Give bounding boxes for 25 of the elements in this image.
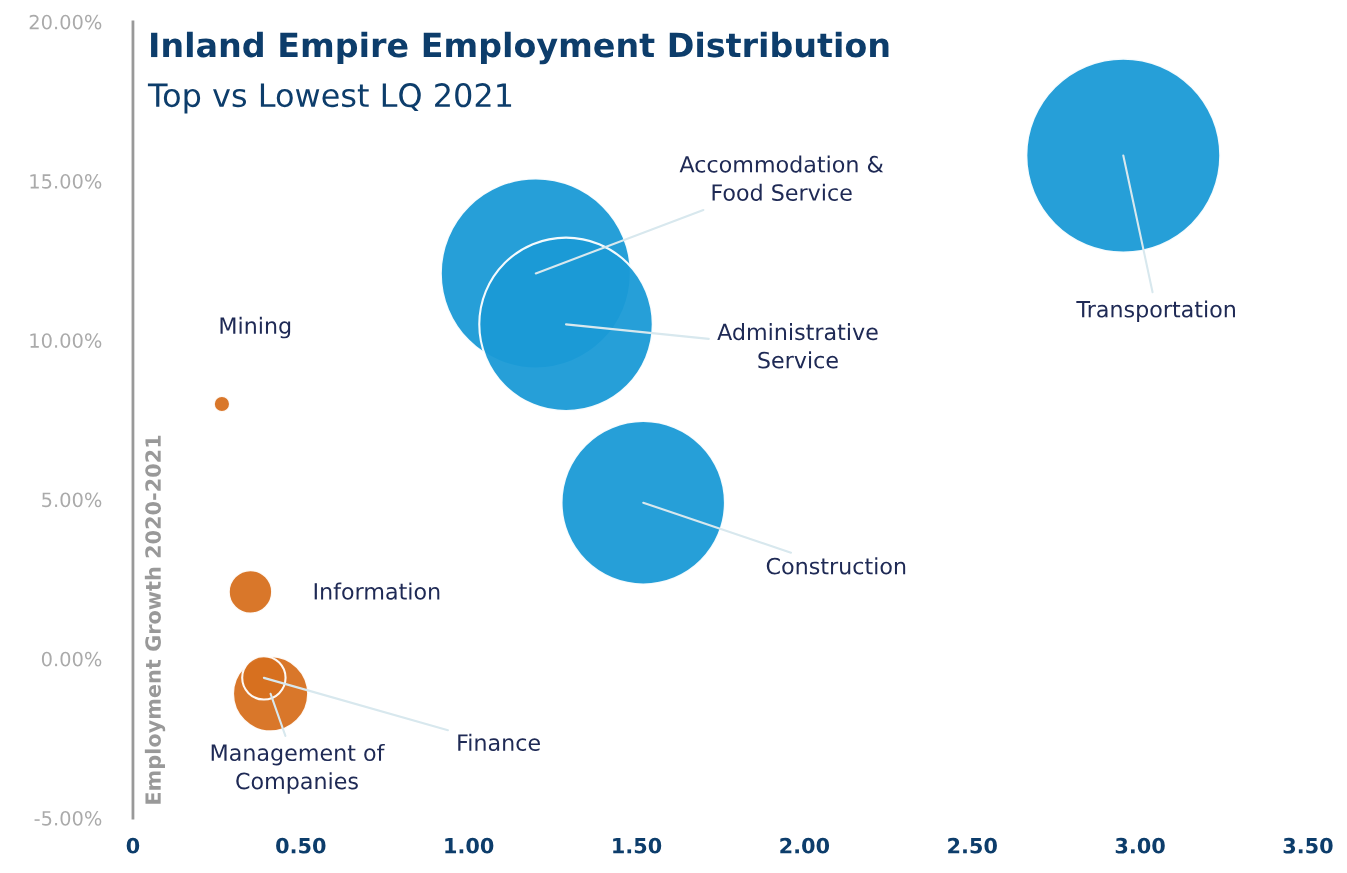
annotation: Management of Companies — [211, 743, 385, 794]
x-tick-label: 2.50 — [948, 837, 997, 854]
y-tick-label: 0.00% — [41, 651, 102, 667]
annotation: Information — [314, 582, 440, 600]
x-tick-label: 0.50 — [276, 837, 326, 854]
annotation: Accommodation & Food Service — [679, 155, 884, 201]
x-tick-label: 1.00 — [445, 837, 494, 854]
y-tick-label: 10.00% — [30, 333, 102, 348]
annotation: Finance — [458, 733, 540, 751]
chart-title: Inland Empire Employment Distribution — [151, 31, 889, 65]
x-tick-label: 1.50 — [613, 837, 662, 854]
y-axis-title: Employment Growth 2020-2021 — [144, 435, 166, 804]
x-tick-label: 2.00 — [780, 837, 830, 854]
y-tick-label: 20.00% — [29, 14, 102, 30]
annotation: Transportation — [1076, 300, 1235, 322]
x-tick-label: 3.50 — [1283, 837, 1333, 854]
y-tick-label: 15.00% — [30, 174, 102, 189]
annotation: Administrative Service — [717, 323, 878, 369]
text: Top vs Lowest LQ 2021 — [147, 83, 512, 114]
annotation: Mining — [220, 316, 291, 339]
x-tick-label: 3.00 — [1115, 837, 1165, 854]
annotation: Construction — [766, 557, 906, 575]
y-tick-label: -5.00% — [34, 810, 102, 826]
x-tick-label: 0 — [126, 837, 140, 854]
y-tick-label: 5.00% — [42, 492, 102, 508]
